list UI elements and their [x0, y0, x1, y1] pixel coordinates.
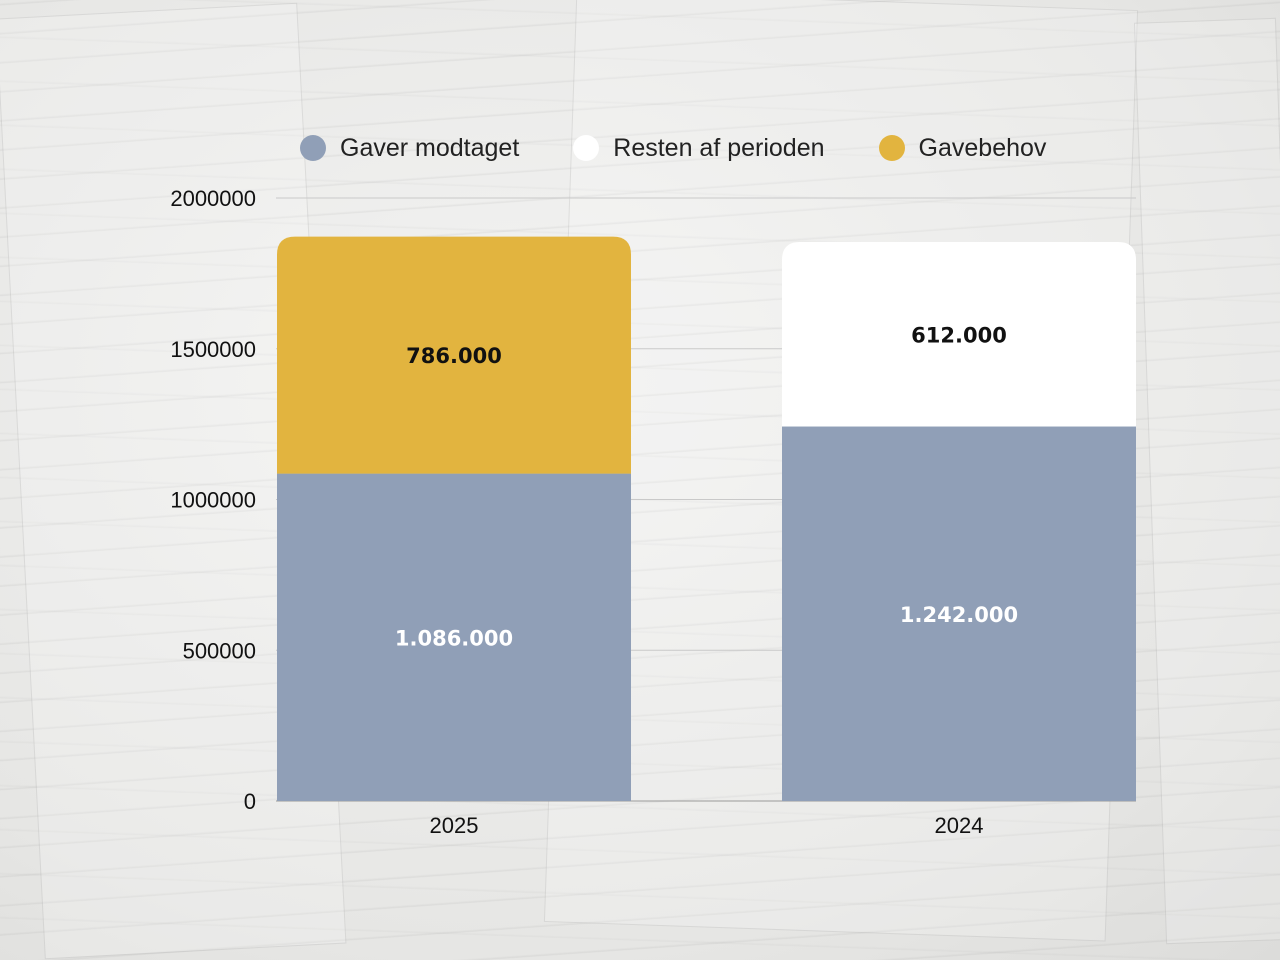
chart-legend: Gaver modtaget Resten af perioden Gavebe… — [300, 128, 1046, 168]
legend-item-resten-af-perioden: Resten af perioden — [573, 133, 825, 163]
bar-value-label: 1.086.000 — [395, 626, 513, 650]
legend-swatch — [300, 135, 326, 161]
legend-swatch — [573, 135, 600, 161]
legend-label: Gavebehov — [918, 133, 1047, 162]
y-tick-label: 500000 — [183, 638, 256, 663]
x-axis-tick-labels: 2025 2024 — [430, 813, 984, 838]
bar-resten-af-perioden-2024 — [782, 242, 1136, 427]
y-tick-label: 2000000 — [170, 186, 256, 211]
bars — [277, 236, 1136, 801]
bar-gavebehov-2025 — [277, 236, 631, 474]
bar-value-label: 1.242.000 — [900, 603, 1018, 627]
legend-label: Gaver modtaget — [340, 133, 520, 162]
y-tick-label: 1000000 — [170, 488, 256, 513]
y-tick-label: 0 — [244, 789, 256, 814]
legend-swatch — [878, 135, 905, 161]
legend-item-gavebehov: Gavebehov — [878, 133, 1047, 163]
bar-gaver-modtaget-2024 — [782, 426, 1136, 801]
y-axis-tick-labels: 0 500000 1000000 1500000 2000000 — [170, 186, 256, 814]
bar-value-label: 612.000 — [911, 323, 1007, 347]
x-tick-label: 2024 — [935, 813, 984, 838]
y-tick-label: 1500000 — [170, 337, 256, 362]
bar-value-label: 786.000 — [406, 344, 502, 368]
legend-item-gaver-modtaget: Gaver modtaget — [300, 134, 519, 163]
x-tick-label: 2025 — [430, 813, 479, 838]
legend-label: Resten af perioden — [613, 133, 825, 162]
bar-gaver-modtaget-2025 — [277, 473, 631, 801]
bar-value-labels: 1.086.000 786.000 1.242.000 612.000 — [395, 323, 1018, 650]
